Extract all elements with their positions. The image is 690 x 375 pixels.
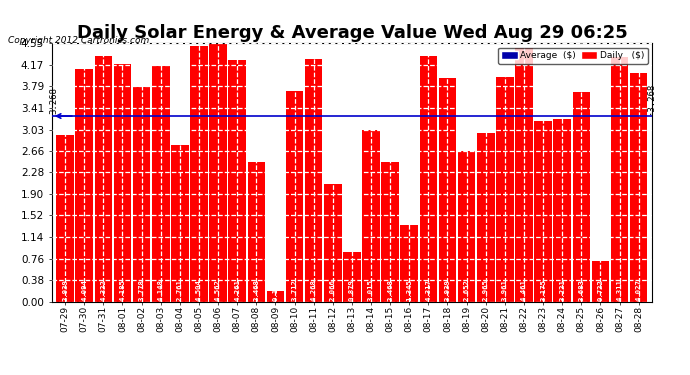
Bar (305, 59, 322, 302)
Text: 3.175: 3.175 (540, 279, 546, 301)
Text: 2.066: 2.066 (330, 279, 336, 301)
Text: 4.261: 4.261 (234, 279, 240, 301)
Text: 0.196: 0.196 (273, 279, 279, 301)
Text: 4.185: 4.185 (119, 279, 126, 301)
Text: 4.027: 4.027 (635, 279, 642, 301)
Bar (190, 46, 208, 302)
Text: 0.879: 0.879 (349, 279, 355, 301)
Bar (362, 130, 380, 302)
Bar (95, 56, 112, 302)
Legend: Average  ($), Daily   ($): Average ($), Daily ($) (497, 48, 647, 64)
Text: 3.712: 3.712 (292, 279, 297, 301)
Bar (573, 92, 590, 302)
Text: 4.322: 4.322 (100, 279, 106, 301)
Bar (152, 66, 170, 302)
Bar (228, 60, 246, 302)
Text: 1.345: 1.345 (406, 279, 412, 301)
Bar (132, 87, 150, 302)
Text: ·3.268: ·3.268 (646, 81, 655, 114)
Text: 4.562: 4.562 (215, 279, 221, 301)
Text: 4.311: 4.311 (617, 279, 622, 301)
Text: 2.939: 2.939 (62, 279, 68, 301)
Text: 4.504: 4.504 (196, 279, 202, 301)
Bar (591, 261, 609, 302)
Bar (209, 42, 227, 302)
Bar (382, 162, 399, 302)
Bar (553, 119, 571, 302)
Text: 3.015: 3.015 (368, 279, 374, 301)
Text: 4.461: 4.461 (521, 279, 527, 301)
Bar (57, 135, 74, 302)
Text: 4.317: 4.317 (425, 279, 431, 301)
Bar (420, 56, 437, 302)
Text: 2.965: 2.965 (483, 279, 489, 301)
Text: 3.268: 3.268 (49, 87, 58, 114)
Bar (324, 184, 342, 302)
Text: 2.761: 2.761 (177, 279, 183, 301)
Bar (266, 291, 284, 302)
Bar (439, 78, 456, 302)
Text: 3.778: 3.778 (139, 279, 145, 301)
Text: 0.722: 0.722 (598, 279, 604, 301)
Text: 4.094: 4.094 (81, 279, 87, 301)
Bar (611, 57, 629, 302)
Bar (286, 91, 304, 302)
Text: 2.468: 2.468 (387, 279, 393, 301)
Text: 4.268: 4.268 (310, 279, 317, 301)
Bar (496, 76, 513, 302)
Bar (343, 252, 361, 302)
Bar (75, 69, 93, 302)
Text: 3.961: 3.961 (502, 279, 508, 301)
Bar (515, 48, 533, 302)
Bar (630, 73, 647, 302)
Bar (114, 64, 131, 302)
Bar (400, 225, 418, 302)
Text: 2.468: 2.468 (253, 279, 259, 301)
Bar (534, 122, 552, 302)
Text: 2.652: 2.652 (464, 279, 470, 301)
Bar (171, 145, 188, 302)
Bar (477, 133, 495, 302)
Text: 4.148: 4.148 (158, 279, 164, 301)
Bar (248, 162, 265, 302)
Text: 3.939: 3.939 (444, 279, 451, 301)
Title: Daily Solar Energy & Average Value Wed Aug 29 06:25: Daily Solar Energy & Average Value Wed A… (77, 24, 627, 42)
Text: 3.683: 3.683 (578, 279, 584, 301)
Text: 3.221: 3.221 (559, 279, 565, 301)
Text: Copyright 2012 Cartronics.com: Copyright 2012 Cartronics.com (8, 36, 150, 45)
Bar (457, 151, 475, 302)
